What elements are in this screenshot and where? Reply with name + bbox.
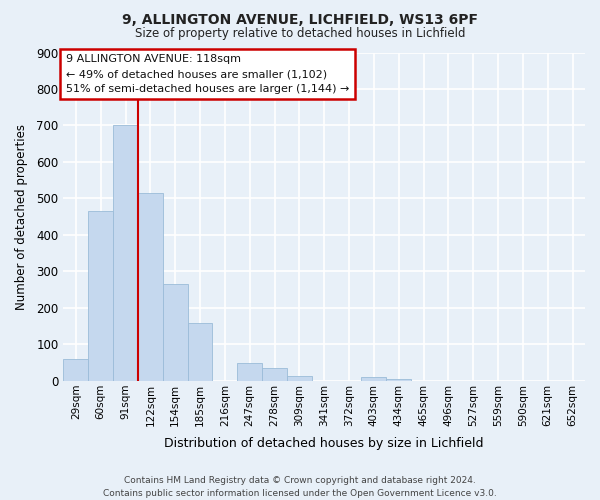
Bar <box>386 379 411 381</box>
Bar <box>138 193 163 381</box>
X-axis label: Distribution of detached houses by size in Lichfield: Distribution of detached houses by size … <box>164 437 484 450</box>
Text: 9, ALLINGTON AVENUE, LICHFIELD, WS13 6PF: 9, ALLINGTON AVENUE, LICHFIELD, WS13 6PF <box>122 12 478 26</box>
Bar <box>163 284 188 381</box>
Y-axis label: Number of detached properties: Number of detached properties <box>15 124 28 310</box>
Text: Size of property relative to detached houses in Lichfield: Size of property relative to detached ho… <box>135 28 465 40</box>
Text: Contains HM Land Registry data © Crown copyright and database right 2024.
Contai: Contains HM Land Registry data © Crown c… <box>103 476 497 498</box>
Bar <box>237 362 262 381</box>
Bar <box>64 359 88 381</box>
Text: 9 ALLINGTON AVENUE: 118sqm
← 49% of detached houses are smaller (1,102)
51% of s: 9 ALLINGTON AVENUE: 118sqm ← 49% of deta… <box>66 54 349 94</box>
Bar <box>361 378 386 381</box>
Bar <box>88 212 113 381</box>
Bar <box>113 126 138 381</box>
Bar <box>287 376 312 381</box>
Bar <box>188 322 212 381</box>
Bar <box>262 368 287 381</box>
